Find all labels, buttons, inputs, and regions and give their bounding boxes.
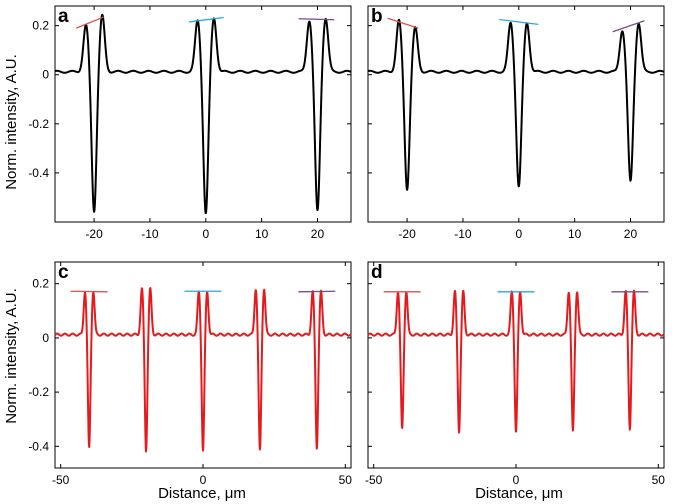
ylabel-top: Norm. intensity, A.U. <box>3 54 20 190</box>
y-tick-label: 0.2 <box>32 277 49 291</box>
x-tick-label: -10 <box>454 227 472 241</box>
panel-d: -50 0 50 d <box>365 261 666 487</box>
x-tick-label: 10 <box>255 227 269 241</box>
annotation-line <box>387 17 419 29</box>
panel-a: -20 -10 0 10 20 0.2 0 -0.2 -0.4 a <box>28 5 352 241</box>
x-tick-label: 0 <box>513 473 520 487</box>
annotation-line <box>298 290 336 293</box>
x-tick-label: 0 <box>200 473 207 487</box>
y-tick-label: -0.4 <box>28 166 49 180</box>
annotation-line <box>499 18 539 26</box>
x-tick-label: -50 <box>52 473 70 487</box>
series-line <box>367 18 665 191</box>
x-tick-label: 20 <box>624 227 638 241</box>
y-tick-label: -0.4 <box>28 439 49 453</box>
series-line <box>367 289 665 434</box>
x-tick-label: 0 <box>515 227 522 241</box>
xlabel-right: Distance, μm <box>475 485 563 502</box>
y-tick-label: 0 <box>42 331 49 345</box>
y-tick-label: 0 <box>42 68 49 82</box>
xlabel-left: Distance, μm <box>158 485 246 502</box>
x-tick-label: 10 <box>568 227 582 241</box>
x-tick-label: -50 <box>365 473 383 487</box>
x-tick-label: 0 <box>202 227 209 241</box>
ylabel-bottom: Norm. intensity, A.U. <box>3 288 20 424</box>
annotation-line <box>75 16 104 29</box>
plot-frame <box>54 5 352 223</box>
panel-letter: b <box>371 6 383 27</box>
x-tick-label: 20 <box>311 227 325 241</box>
panel-b: -20 -10 0 10 20 b <box>367 5 665 241</box>
x-tick-label: 50 <box>339 473 353 487</box>
series-line <box>54 287 352 453</box>
annotation-line <box>188 16 224 23</box>
y-tick-label: -0.2 <box>28 385 49 399</box>
y-tick-label: -0.2 <box>28 117 49 131</box>
panel-c: -50 0 50 0.2 0 -0.2 -0.4 c <box>28 261 353 487</box>
y-tick-label: 0.2 <box>32 19 49 33</box>
panel-letter: d <box>371 262 383 283</box>
panels: -20 -10 0 10 20 0.2 0 -0.2 -0.4 a -20 -10 0 10 20 b -50 0… <box>28 5 666 487</box>
x-tick-label: -10 <box>141 227 159 241</box>
annotation-line <box>298 18 335 21</box>
panel-letter: c <box>58 262 69 283</box>
x-tick-label: -20 <box>85 227 103 241</box>
series-line <box>54 13 352 215</box>
panel-letter: a <box>58 6 69 27</box>
annotation-line <box>70 290 108 293</box>
x-tick-label: 50 <box>652 473 666 487</box>
annotation-line <box>612 20 645 33</box>
plot-frame <box>367 5 665 223</box>
x-tick-label: -20 <box>398 227 416 241</box>
